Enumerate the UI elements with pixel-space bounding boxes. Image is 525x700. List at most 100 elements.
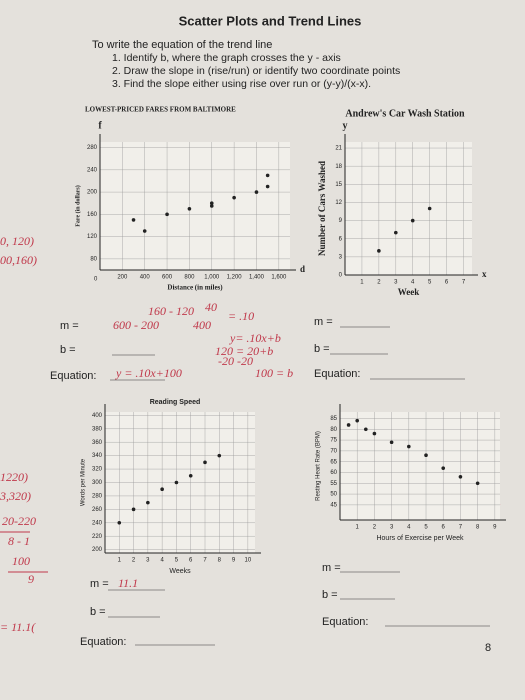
y-tick-label: 15: [335, 182, 342, 188]
handwriting: 160 - 120: [148, 304, 194, 318]
point: [427, 206, 432, 211]
y-axis-label: Resting Heart Rate (BPM): [316, 431, 322, 501]
x-tick-label: 3: [146, 558, 150, 564]
y-tick-label: 240: [92, 520, 103, 526]
y-tick-label: 21: [335, 146, 342, 152]
point: [174, 480, 179, 485]
x-tick-label: 7: [459, 525, 463, 531]
x-tick-label: 4: [407, 525, 411, 531]
m-label: m =: [322, 562, 341, 574]
x-axis-label: Hours of Exercise per Week: [376, 535, 464, 542]
x-tick-label: 9: [493, 525, 497, 531]
x-axis-label: Weeks: [169, 568, 191, 575]
x-tick-label: 5: [175, 558, 179, 564]
y-axis-letter: y: [343, 120, 348, 131]
plot-area: [340, 412, 500, 520]
x-tick-label: 6: [445, 280, 449, 286]
y-tick-label: 160: [87, 212, 98, 218]
y-tick-label: 45: [330, 502, 337, 508]
step: 3. Find the slope either using rise over…: [112, 78, 371, 90]
y-tick-label: 80: [90, 256, 97, 262]
handwriting: 0, 120): [0, 234, 34, 248]
x-tick-label: 8: [218, 558, 222, 564]
point: [410, 218, 415, 223]
x-tick-label: 600: [162, 275, 173, 281]
point: [389, 440, 394, 445]
x-axis-label: Week: [398, 287, 420, 297]
y-tick-label: 200: [92, 547, 103, 553]
point: [364, 427, 368, 432]
x-tick-label: 400: [140, 275, 151, 281]
x-tick-label: 1,600: [271, 275, 287, 281]
y-tick-label: 260: [92, 507, 103, 513]
y-tick-label: 380: [92, 426, 103, 432]
handwriting: 8 - 1: [8, 534, 30, 548]
step: 2. Draw the slope in (rise/run) or ident…: [112, 65, 400, 77]
x-tick-label: 3: [390, 525, 394, 531]
x-tick-label: 1: [356, 525, 360, 531]
origin-label: 0: [94, 277, 98, 283]
x-tick-label: 200: [117, 275, 128, 281]
intro: To write the equation of the trend line: [92, 39, 272, 51]
handwriting: 40: [205, 300, 217, 314]
equation-label: Equation:: [80, 636, 126, 648]
point: [188, 473, 193, 478]
x-axis-label: Distance (in miles): [167, 284, 223, 292]
b-label: b =: [314, 343, 330, 355]
handwriting: 11.1: [118, 576, 138, 590]
y-tick-label: 360: [92, 440, 103, 446]
point: [165, 212, 169, 217]
point: [407, 444, 411, 449]
chart-title: Andrew's Car Wash Station: [345, 108, 465, 119]
x-tick-label: 7: [462, 280, 466, 286]
y-tick-label: 300: [92, 480, 103, 486]
x-tick-label: 3: [394, 280, 398, 286]
y-axis-label: Fare (in dollars): [74, 185, 81, 227]
x-tick-label: 1,000: [204, 275, 220, 281]
point: [209, 204, 214, 208]
b-label: b =: [322, 589, 338, 601]
y-tick-label: 3: [339, 254, 343, 260]
y-tick-label: 60: [330, 470, 337, 476]
x-tick-label: 8: [476, 525, 480, 531]
y-tick-label: 6: [339, 236, 343, 242]
x-tick-label: 1: [360, 280, 364, 286]
point: [394, 230, 398, 235]
plot-area: [345, 142, 472, 275]
y-tick-label: 80: [330, 427, 337, 433]
y-tick-label: 85: [330, 416, 337, 422]
step: 1. Identify b, where the graph crosses t…: [112, 52, 341, 64]
handwriting: = 11.1(: [0, 620, 36, 634]
handwriting: y = .10x+100: [115, 366, 182, 380]
y-tick-label: 55: [330, 481, 337, 487]
equation-label: Equation:: [314, 368, 360, 380]
point: [187, 206, 192, 211]
x-tick-label: 1,200: [227, 275, 243, 281]
title: Scatter Plots and Trend Lines: [179, 13, 362, 28]
x-axis-letter: d: [300, 264, 305, 274]
handwriting: 3,320): [0, 489, 31, 503]
y-tick-label: 120: [87, 234, 98, 240]
point: [372, 431, 377, 436]
y-tick-label: 50: [330, 492, 337, 498]
x-tick-label: 4: [411, 280, 415, 286]
handwriting: 00,160): [0, 253, 37, 267]
handwriting: 600 - 200: [113, 318, 159, 332]
handwriting: 400: [193, 318, 211, 332]
y-axis-label: Number of Cars Washed: [317, 161, 327, 256]
y-axis-letter: f: [98, 120, 102, 131]
y-tick-label: 12: [335, 200, 342, 206]
x-tick-label: 5: [424, 525, 428, 531]
b-label: b =: [90, 606, 106, 618]
handwriting: -20 -20: [218, 354, 253, 368]
m-label: m =: [90, 578, 109, 590]
x-tick-label: 10: [245, 558, 252, 564]
y-tick-label: 400: [92, 413, 103, 419]
m-label: m =: [60, 320, 79, 332]
point: [265, 173, 270, 178]
x-axis-letter: x: [482, 269, 487, 279]
equation-label: Equation:: [322, 616, 368, 628]
y-tick-label: 280: [92, 494, 103, 500]
